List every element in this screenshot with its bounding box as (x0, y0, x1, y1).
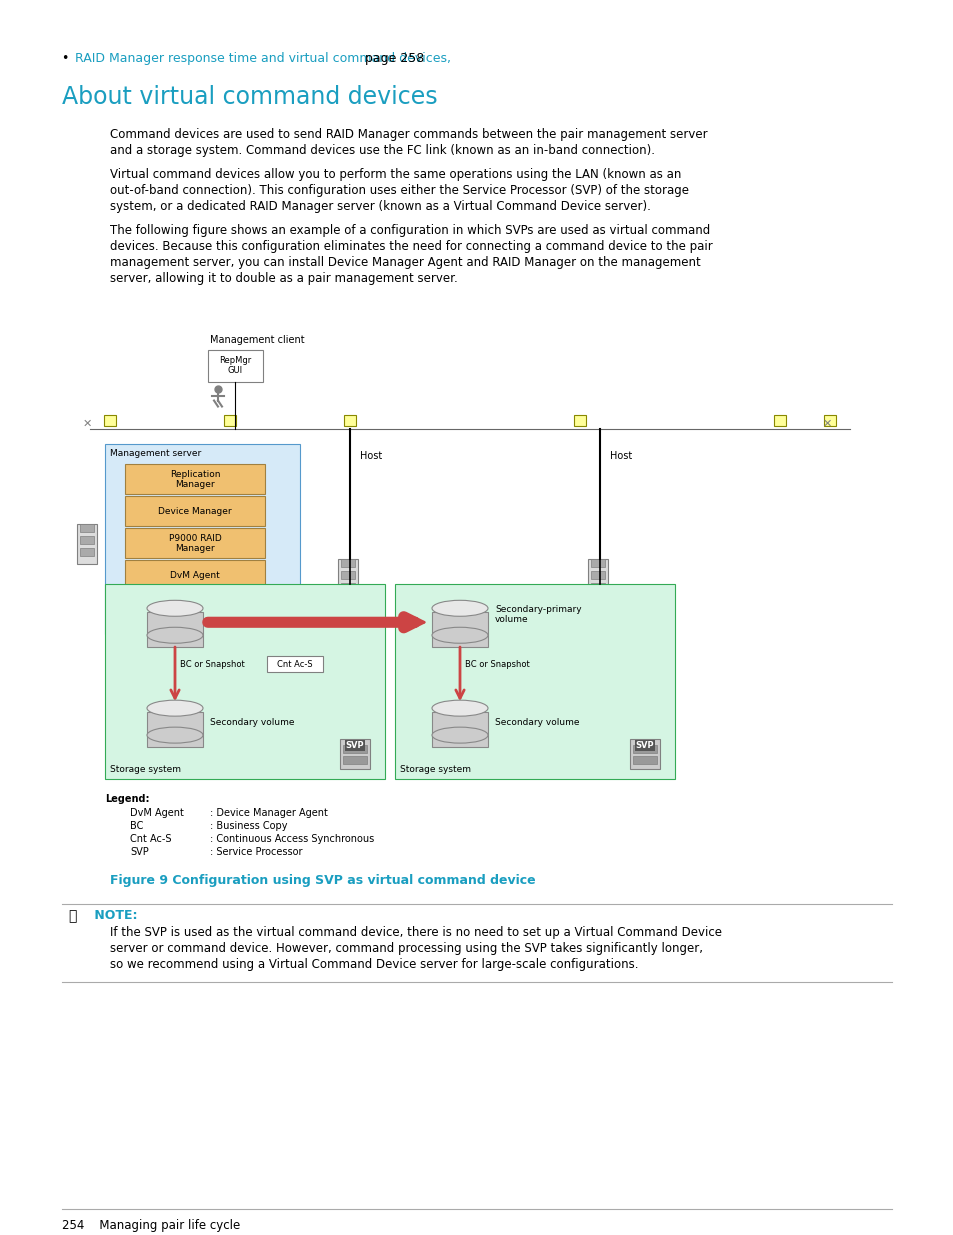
Bar (224, 415, 235, 426)
FancyBboxPatch shape (125, 464, 265, 494)
Bar (823, 415, 835, 426)
Bar (590, 583, 604, 592)
FancyBboxPatch shape (208, 350, 263, 382)
Ellipse shape (432, 600, 488, 616)
Text: BC or Snapshot: BC or Snapshot (180, 659, 245, 668)
Text: Host: Host (609, 452, 632, 462)
Text: server, allowing it to double as a pair management server.: server, allowing it to double as a pair … (110, 272, 457, 285)
Text: Device Manager: Device Manager (158, 506, 232, 516)
Bar (590, 559, 604, 567)
Bar (340, 559, 355, 567)
Text: so we recommend using a Virtual Command Device server for large-scale configurat: so we recommend using a Virtual Command … (110, 958, 638, 971)
Text: server or command device. However, command processing using the SVP takes signif: server or command device. However, comma… (110, 942, 702, 955)
Text: : Device Manager Agent: : Device Manager Agent (210, 808, 328, 818)
Text: Virtual command devices allow you to perform the same operations using the LAN (: Virtual command devices allow you to per… (110, 168, 680, 180)
Bar (340, 583, 355, 592)
FancyBboxPatch shape (125, 561, 265, 590)
Bar (147, 713, 203, 747)
Bar (629, 739, 659, 769)
Text: : Service Processor: : Service Processor (210, 847, 302, 857)
Bar (343, 756, 367, 764)
Bar (80, 548, 94, 556)
Text: Secondary-primary
volume: Secondary-primary volume (495, 605, 581, 624)
Text: and a storage system. Command devices use the FC link (known as an in-band conne: and a storage system. Command devices us… (110, 143, 655, 157)
FancyBboxPatch shape (105, 584, 385, 779)
FancyBboxPatch shape (395, 584, 675, 779)
Bar (104, 415, 116, 426)
Text: SVP: SVP (345, 741, 364, 750)
Text: Secondary volume: Secondary volume (210, 718, 294, 726)
Text: NOTE:: NOTE: (90, 909, 137, 923)
Text: Primary volume: Primary volume (210, 618, 281, 627)
Text: The following figure shows an example of a configuration in which SVPs are used : The following figure shows an example of… (110, 224, 709, 237)
Text: SVP: SVP (635, 741, 654, 750)
Text: Management client: Management client (210, 335, 304, 345)
Text: management server, you can install Device Manager Agent and RAID Manager on the : management server, you can install Devic… (110, 256, 700, 269)
Text: Command devices are used to send RAID Manager commands between the pair manageme: Command devices are used to send RAID Ma… (110, 128, 707, 141)
Text: Cnt Ac-S: Cnt Ac-S (130, 834, 172, 844)
Ellipse shape (147, 600, 203, 616)
Text: : Continuous Access Synchronous: : Continuous Access Synchronous (210, 834, 374, 844)
Bar (343, 745, 367, 753)
Bar (267, 656, 323, 672)
Text: out-of-band connection). This configuration uses either the Service Processor (S: out-of-band connection). This configurat… (110, 184, 688, 196)
Text: Storage system: Storage system (399, 766, 471, 774)
Text: Storage system: Storage system (110, 766, 181, 774)
Text: About virtual command devices: About virtual command devices (62, 85, 437, 109)
FancyBboxPatch shape (125, 496, 265, 526)
Bar (147, 613, 203, 647)
Text: : Business Copy: : Business Copy (210, 821, 287, 831)
FancyBboxPatch shape (125, 529, 265, 558)
Text: Host: Host (359, 452, 382, 462)
Bar (80, 536, 94, 545)
Text: Legend:: Legend: (105, 794, 150, 804)
Text: Secondary volume: Secondary volume (495, 718, 578, 726)
Bar (432, 613, 488, 647)
Text: DvM Agent: DvM Agent (170, 571, 219, 579)
Bar (337, 559, 357, 599)
Bar (587, 559, 607, 599)
Ellipse shape (432, 627, 488, 643)
Bar (633, 745, 657, 753)
Ellipse shape (432, 727, 488, 743)
Bar (339, 739, 370, 769)
Text: DvM Agent: DvM Agent (130, 808, 184, 818)
Ellipse shape (147, 627, 203, 643)
Bar (344, 415, 355, 426)
Text: 254    Managing pair life cycle: 254 Managing pair life cycle (62, 1219, 240, 1231)
Text: 📋: 📋 (68, 909, 76, 923)
Ellipse shape (432, 700, 488, 716)
Bar (340, 572, 355, 579)
Text: page 258: page 258 (360, 52, 424, 65)
Ellipse shape (147, 727, 203, 743)
Text: Management server: Management server (110, 450, 201, 458)
Text: RAID Manager response time and virtual command devices,: RAID Manager response time and virtual c… (75, 52, 451, 65)
Bar (77, 525, 97, 564)
Text: ✕: ✕ (83, 419, 92, 429)
Bar (633, 756, 657, 764)
Bar (773, 415, 785, 426)
Text: devices. Because this configuration eliminates the need for connecting a command: devices. Because this configuration elim… (110, 240, 712, 253)
FancyBboxPatch shape (105, 445, 299, 635)
Text: ✕: ✕ (822, 419, 832, 429)
Text: P9000 RAID
Manager: P9000 RAID Manager (169, 534, 221, 553)
Bar (590, 572, 604, 579)
Ellipse shape (147, 700, 203, 716)
Text: BC or Snapshot: BC or Snapshot (464, 659, 529, 668)
Text: SVP: SVP (130, 847, 149, 857)
Text: BC: BC (130, 821, 143, 831)
Bar (574, 415, 585, 426)
Text: •: • (62, 52, 77, 65)
Text: Cnt Ac-S: Cnt Ac-S (277, 659, 313, 668)
Text: RepMgr
GUI: RepMgr GUI (219, 356, 252, 375)
Bar (432, 713, 488, 747)
Text: system, or a dedicated RAID Manager server (known as a Virtual Command Device se: system, or a dedicated RAID Manager serv… (110, 200, 650, 212)
Text: If the SVP is used as the virtual command device, there is no need to set up a V: If the SVP is used as the virtual comman… (110, 926, 721, 939)
Text: Figure 9 Configuration using SVP as virtual command device: Figure 9 Configuration using SVP as virt… (110, 874, 535, 887)
Text: Replication
Manager: Replication Manager (170, 469, 220, 489)
Bar (80, 525, 94, 532)
